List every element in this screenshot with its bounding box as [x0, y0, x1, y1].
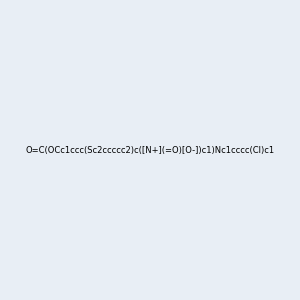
Text: O=C(OCc1ccc(Sc2ccccc2)c([N+](=O)[O-])c1)Nc1cccc(Cl)c1: O=C(OCc1ccc(Sc2ccccc2)c([N+](=O)[O-])c1)…: [26, 146, 275, 154]
